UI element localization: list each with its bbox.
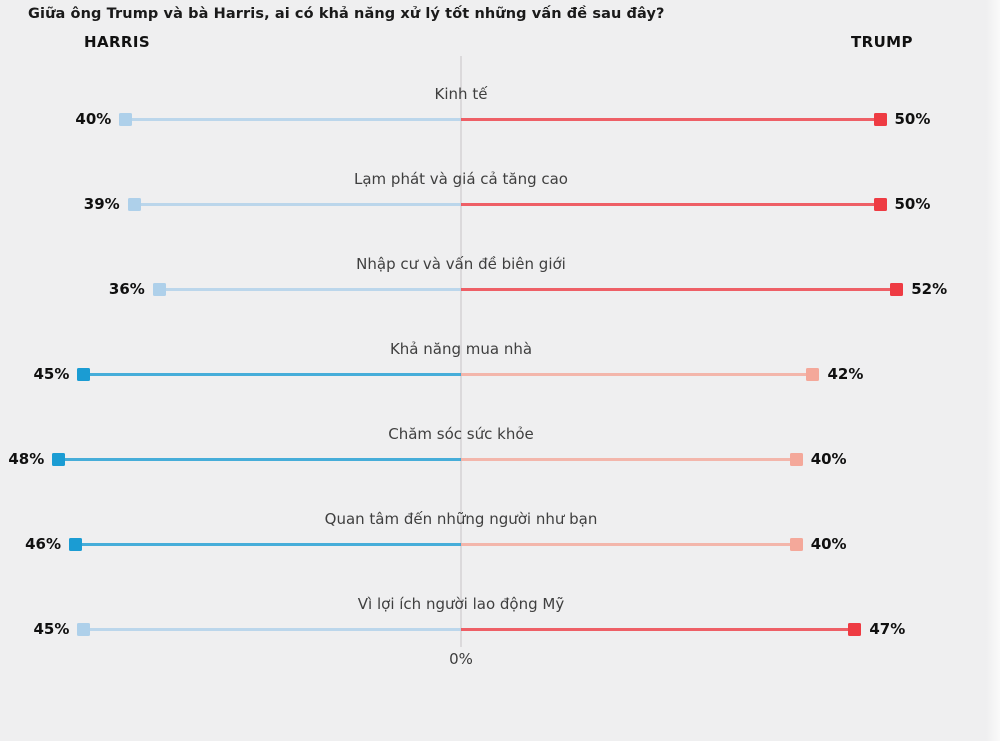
harris-line <box>125 117 461 121</box>
trump-marker <box>789 537 803 551</box>
trump-marker <box>789 452 803 466</box>
harris-line <box>159 287 461 291</box>
trump-line <box>461 372 813 376</box>
harris-value-label: 48% <box>8 450 45 468</box>
trump-value-label: 40% <box>810 450 847 468</box>
harris-value-label: 36% <box>108 280 145 298</box>
trump-line <box>461 457 797 461</box>
harris-line <box>83 372 461 376</box>
harris-marker <box>52 452 66 466</box>
harris-line <box>75 542 461 546</box>
trump-line <box>461 542 797 546</box>
harris-marker <box>77 367 91 381</box>
harris-value-label: 40% <box>75 110 112 128</box>
category-label: Chăm sóc sức khỏe <box>388 425 534 443</box>
trump-marker <box>848 622 862 636</box>
right-edge-fade <box>986 0 1000 741</box>
trump-value-label: 47% <box>869 620 906 638</box>
harris-value-label: 45% <box>33 365 70 383</box>
trump-value-label: 50% <box>894 110 931 128</box>
trump-marker <box>890 282 904 296</box>
chart-title: Giữa ông Trump và bà Harris, ai có khả n… <box>28 6 665 22</box>
harris-line <box>83 627 461 631</box>
zero-axis-line <box>460 56 462 647</box>
trump-value-label: 40% <box>810 535 847 553</box>
harris-marker <box>119 112 133 126</box>
harris-marker <box>127 197 141 211</box>
harris-value-label: 45% <box>33 620 70 638</box>
trump-value-label: 52% <box>911 280 948 298</box>
trump-marker <box>873 197 887 211</box>
harris-marker <box>77 622 91 636</box>
category-label: Lạm phát và giá cả tăng cao <box>354 170 568 188</box>
trump-line <box>461 627 855 631</box>
trump-line <box>461 117 880 121</box>
category-label: Khả năng mua nhà <box>389 340 533 358</box>
trump-value-label: 50% <box>894 195 931 213</box>
category-label: Quan tâm đến những người như bạn <box>324 510 598 528</box>
category-label: Kinh tế <box>434 85 488 103</box>
harris-line <box>58 457 461 461</box>
harris-marker <box>152 282 166 296</box>
category-label: Vì lợi ích người lao động Mỹ <box>357 595 565 613</box>
trump-line <box>461 202 880 206</box>
harris-header: HARRIS <box>84 33 151 51</box>
harris-value-label: 46% <box>25 535 62 553</box>
trump-line <box>461 287 897 291</box>
category-label: Nhập cư và vấn đề biên giới <box>356 255 566 273</box>
trump-marker <box>873 112 887 126</box>
harris-line <box>134 202 461 206</box>
trump-value-label: 42% <box>827 365 864 383</box>
harris-value-label: 39% <box>83 195 120 213</box>
trump-header: TRUMP <box>851 33 913 51</box>
trump-marker <box>806 367 820 381</box>
zero-axis-label: 0% <box>449 650 473 668</box>
harris-marker <box>69 537 83 551</box>
